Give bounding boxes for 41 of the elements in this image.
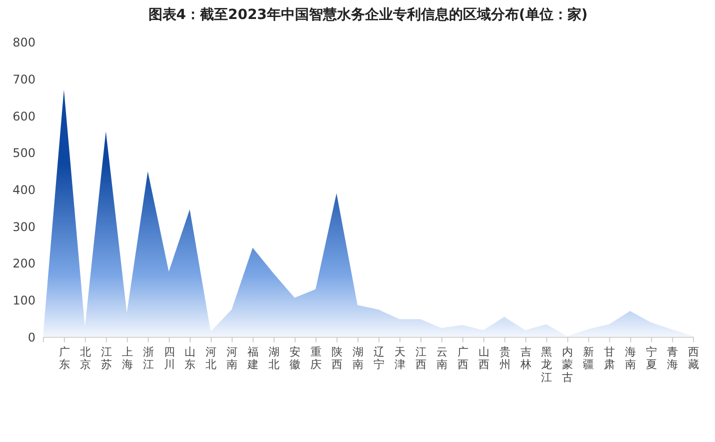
x-tick-label: 新疆 <box>583 345 594 372</box>
x-tick-label: 北京 <box>80 345 91 372</box>
x-tick-label: 河南 <box>226 345 238 372</box>
y-tick-label: 700 <box>12 72 36 87</box>
x-tick-label: 安徽 <box>290 345 301 372</box>
y-tick-label: 300 <box>12 220 36 234</box>
x-tick-label: 吉林 <box>519 345 532 372</box>
y-tick-label: 800 <box>12 36 36 50</box>
x-tick-label: 陕西 <box>332 345 343 372</box>
x-tick-label: 河北 <box>206 345 217 372</box>
y-tick-label: 500 <box>12 146 36 160</box>
y-tick-label: 400 <box>12 183 36 197</box>
x-tick-label: 浙江 <box>142 345 154 372</box>
y-tick-label: 200 <box>12 256 36 271</box>
x-tick-label: 黑龙江 <box>541 345 552 384</box>
x-tick-label: 江苏 <box>100 345 112 372</box>
x-tick-label: 宁夏 <box>646 345 658 372</box>
x-tick-label: 山东 <box>184 345 196 372</box>
x-tick-label: 甘肃 <box>604 345 616 372</box>
x-tick-label: 山西 <box>478 345 490 372</box>
x-tick-label: 云南 <box>436 345 448 372</box>
x-tick-label: 海南 <box>625 345 636 372</box>
y-tick-label: 600 <box>12 109 36 124</box>
x-tick-label: 四川 <box>164 345 175 372</box>
x-tick-label: 重庆 <box>310 345 322 372</box>
x-tick-label: 内蒙古 <box>562 345 574 384</box>
x-tick-label: 青海 <box>667 345 678 372</box>
x-tick-label: 广西 <box>457 345 468 372</box>
x-tick-label: 天津 <box>394 345 406 372</box>
x-tick-label: 广东 <box>58 345 70 372</box>
x-tick-label: 福建 <box>246 345 259 372</box>
x-tick-label: 湖南 <box>352 345 364 372</box>
x-tick-label: 辽宁 <box>373 345 384 372</box>
chart-title: 图表4：截至2023年中国智慧水务企业专利信息的区域分布(单位：家) <box>148 6 588 24</box>
y-tick-label: 100 <box>12 293 36 308</box>
y-tick-label: 0 <box>28 330 36 344</box>
x-tick-label: 西藏 <box>688 345 700 372</box>
x-tick-label: 上海 <box>122 345 133 372</box>
x-tick-label: 湖北 <box>268 345 280 372</box>
x-tick-label: 贵州 <box>499 345 510 372</box>
x-tick-label: 江西 <box>415 345 426 372</box>
